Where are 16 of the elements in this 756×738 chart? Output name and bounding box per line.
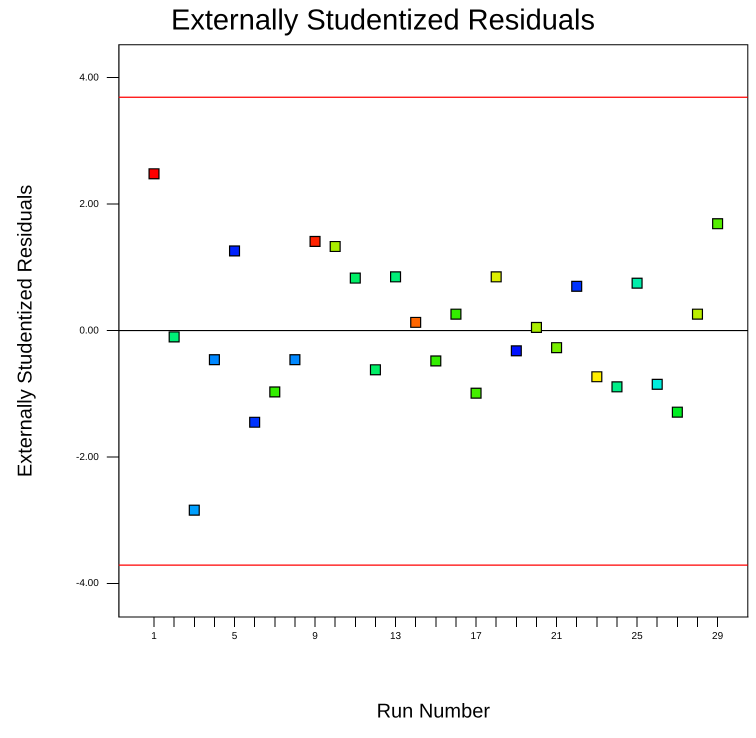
y-tick-label: -4.00 xyxy=(76,578,100,590)
x-axis-title: Run Number xyxy=(376,700,490,723)
x-tick-label: 29 xyxy=(712,630,724,642)
x-tick-label: 9 xyxy=(312,630,318,642)
y-tick-label: 0.00 xyxy=(79,325,100,336)
y-tick-label: -2.00 xyxy=(76,452,100,463)
chart-title: Externally Studentized Residuals xyxy=(171,4,595,36)
x-tick-label: 5 xyxy=(232,630,238,642)
y-tick-label: 2.00 xyxy=(79,198,100,210)
y-axis-title: Externally Studentized Residuals xyxy=(14,184,37,478)
x-tick-label: 13 xyxy=(390,630,402,642)
x-tick-label: 17 xyxy=(470,630,482,642)
x-tick-label: 21 xyxy=(551,630,563,642)
y-tick-label: 4.00 xyxy=(79,72,100,84)
x-tick-label: 25 xyxy=(632,630,644,642)
x-tick-label: 1 xyxy=(151,630,158,642)
